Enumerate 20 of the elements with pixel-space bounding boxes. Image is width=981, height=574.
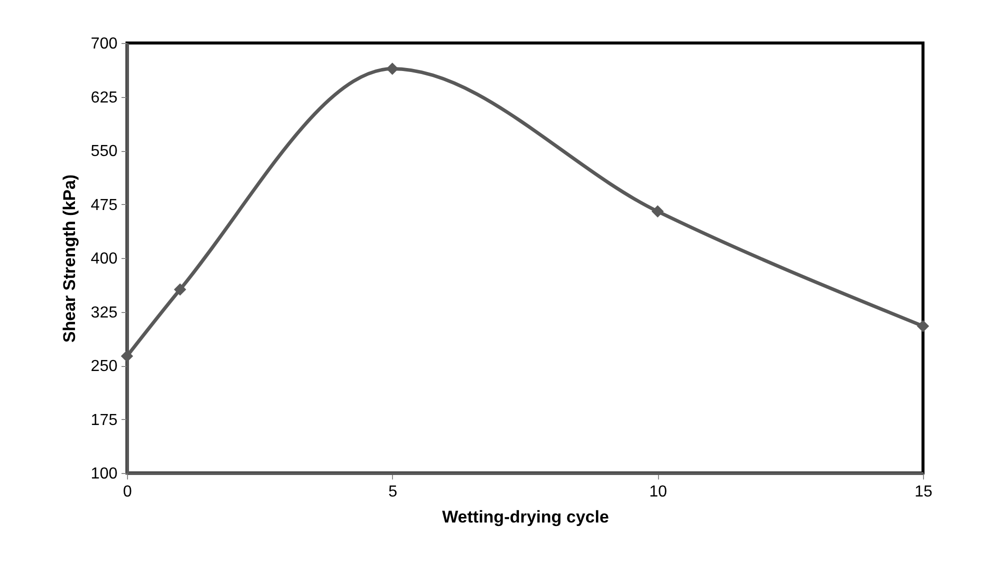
y-tick-label: 325 (90, 304, 118, 322)
x-tick-label: 5 (388, 484, 398, 500)
point (652, 205, 664, 218)
y-tick-label: 550 (90, 143, 118, 160)
x-tick-label: 15 (914, 484, 932, 500)
y-tick-label: 100 (90, 466, 118, 482)
y-axis-title: Shear Strength (kPa) (60, 174, 79, 343)
y-tick-label: 400 (90, 250, 118, 268)
point (174, 283, 186, 296)
y-tick-label: 475 (90, 196, 118, 214)
y-tick-label: 250 (90, 358, 118, 375)
y-tick-label: 700 (90, 36, 118, 52)
y-tick-label: 625 (90, 89, 118, 106)
point (120, 350, 134, 362)
point (916, 320, 930, 332)
x-tick-label: 0 (123, 484, 132, 500)
x-tick-label: 10 (649, 484, 668, 500)
x-axis-title: Wetting-drying cycle (442, 508, 609, 526)
point (386, 62, 398, 75)
y-tick-label: 175 (90, 412, 118, 429)
